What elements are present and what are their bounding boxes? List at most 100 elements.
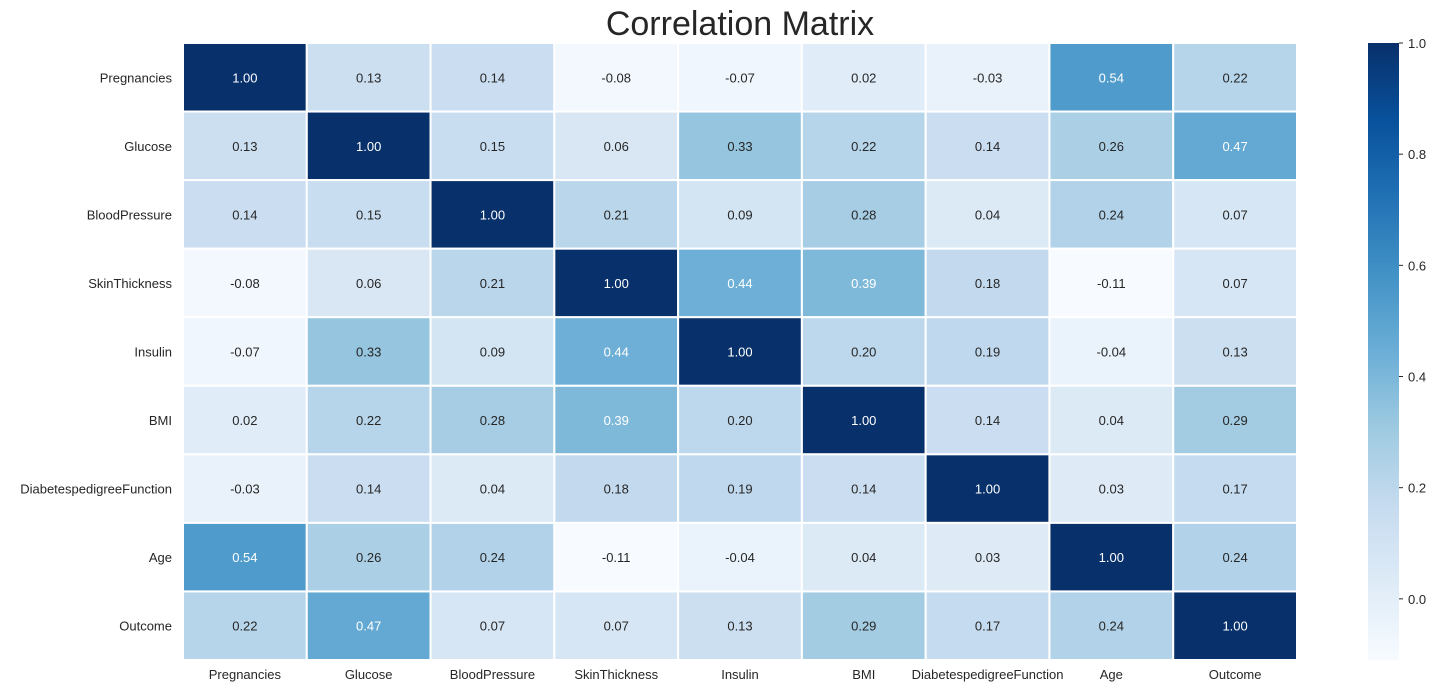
colorbar-tick-label: 0.6 xyxy=(1408,258,1426,273)
colorbar-tick-label: 0.2 xyxy=(1408,481,1426,496)
cell-value-label: 1.00 xyxy=(851,413,876,428)
cell-value-label: 0.07 xyxy=(604,619,629,634)
cell-value-label: 0.13 xyxy=(1222,345,1247,360)
row-tick-label: Pregnancies xyxy=(100,70,173,85)
heatmap-cell xyxy=(677,453,803,524)
column-tick-label: Insulin xyxy=(721,667,759,682)
cell-value-label: 0.14 xyxy=(975,139,1000,154)
cell-value-label: 0.19 xyxy=(727,482,752,497)
row-tick-label: Outcome xyxy=(119,619,172,634)
heatmap-cell xyxy=(553,590,680,662)
heatmap-cell xyxy=(1172,590,1298,662)
heatmap-cell xyxy=(1172,110,1298,182)
cell-value-label: 0.03 xyxy=(1099,482,1124,497)
cell-value-label: -0.11 xyxy=(1097,276,1126,291)
cell-value-label: 0.14 xyxy=(480,70,505,85)
cell-value-label: 0.33 xyxy=(356,345,381,360)
cell-value-label: 0.22 xyxy=(356,413,381,428)
cell-value-label: 0.04 xyxy=(480,482,505,497)
heatmap-cell xyxy=(429,110,556,182)
heatmap-cell xyxy=(182,590,308,662)
heatmap-cell xyxy=(182,247,308,319)
cell-value-label: 0.07 xyxy=(1222,276,1247,291)
heatmap-cell xyxy=(182,521,308,593)
heatmap-cell xyxy=(1172,316,1298,387)
cell-value-label: 1.00 xyxy=(727,345,752,360)
heatmap-cell xyxy=(182,110,308,182)
cell-value-label: 0.39 xyxy=(604,413,629,428)
cell-value-label: 0.07 xyxy=(480,619,505,634)
cell-value-label: 0.02 xyxy=(851,70,876,85)
cell-value-label: -0.08 xyxy=(601,70,631,85)
cell-value-label: 0.24 xyxy=(1099,619,1124,634)
heatmap-cell xyxy=(553,521,680,593)
column-tick-label: Glucose xyxy=(345,667,393,682)
cell-value-label: 0.54 xyxy=(232,550,257,565)
heatmap-cell xyxy=(182,453,308,524)
heatmap-cell xyxy=(677,384,803,456)
cell-value-label: 0.09 xyxy=(480,345,505,360)
cell-value-label: 0.15 xyxy=(356,207,381,222)
cell-value-label: 0.21 xyxy=(480,276,505,291)
heatmap-cell xyxy=(924,590,1051,662)
cell-value-label: 0.14 xyxy=(975,413,1000,428)
column-tick-label: DiabetespedigreeFunction xyxy=(912,667,1064,682)
cell-value-label: 0.06 xyxy=(604,139,629,154)
cell-value-label: 0.17 xyxy=(1222,482,1247,497)
row-tick-label: DiabetespedigreeFunction xyxy=(20,482,172,497)
cell-value-label: 0.26 xyxy=(356,550,381,565)
heatmap-cell xyxy=(800,316,927,387)
cell-value-label: 0.06 xyxy=(356,276,381,291)
column-tick-label: BloodPressure xyxy=(450,667,535,682)
column-tick-label: Outcome xyxy=(1209,667,1262,682)
row-tick-label: Age xyxy=(149,550,172,565)
row-labels: Pregnancies Glucose BloodPressure SkinThick… xyxy=(20,70,172,633)
row-tick-label: SkinThickness xyxy=(88,276,172,291)
heatmap-cell xyxy=(677,179,803,250)
heatmap-cell xyxy=(924,316,1051,387)
heatmap-cell xyxy=(305,247,432,319)
cell-value-label: 1.00 xyxy=(232,70,257,85)
heatmap-cell xyxy=(924,453,1051,524)
cell-value-label: -0.03 xyxy=(230,482,260,497)
cell-value-label: -0.04 xyxy=(1097,345,1127,360)
cell-value-label: 0.21 xyxy=(604,207,629,222)
cell-value-label: 0.22 xyxy=(851,139,876,154)
heatmap-cell xyxy=(800,590,927,662)
cell-value-label: -0.07 xyxy=(230,345,260,360)
cell-value-label: 0.44 xyxy=(604,345,629,360)
heatmap-cell xyxy=(1048,110,1175,182)
heatmap-cell xyxy=(1172,384,1298,456)
row-tick-label: BMI xyxy=(149,413,172,428)
cell-value-label: 0.19 xyxy=(975,345,1000,360)
cell-value-label: 0.04 xyxy=(851,550,876,565)
cell-value-label: 0.14 xyxy=(356,482,381,497)
heatmap-cell xyxy=(429,521,556,593)
heatmap-cell xyxy=(677,110,803,182)
cell-value-label: 0.14 xyxy=(232,207,257,222)
heatmap-cell xyxy=(429,384,556,456)
cell-value-label: 0.14 xyxy=(851,482,876,497)
cell-value-label: 0.13 xyxy=(356,70,381,85)
cell-value-label: 0.07 xyxy=(1222,207,1247,222)
heatmap-cell xyxy=(1172,247,1298,319)
heatmap-cell xyxy=(677,521,803,593)
cell-value-label: 0.33 xyxy=(727,139,752,154)
cell-value-label: 0.39 xyxy=(851,276,876,291)
cell-value-label: 0.29 xyxy=(851,619,876,634)
cell-value-label: 1.00 xyxy=(604,276,629,291)
cell-value-label: 0.22 xyxy=(1222,70,1247,85)
cell-value-label: 0.20 xyxy=(851,345,876,360)
cell-value-label: 1.00 xyxy=(356,139,381,154)
heatmap-cell xyxy=(553,384,680,456)
colorbar-tick-label: 0.4 xyxy=(1408,370,1426,385)
heatmap-cell xyxy=(677,590,803,662)
cell-value-label: -0.11 xyxy=(602,550,631,565)
column-tick-label: SkinThickness xyxy=(574,667,658,682)
heatmap-cell xyxy=(1048,384,1175,456)
row-tick-label: BloodPressure xyxy=(87,207,172,222)
colorbar: 0.0 0.2 0.4 0.6 0.8 1.0 xyxy=(1368,36,1426,660)
heatmap-cell xyxy=(924,521,1051,593)
heatmap-cell xyxy=(182,384,308,456)
